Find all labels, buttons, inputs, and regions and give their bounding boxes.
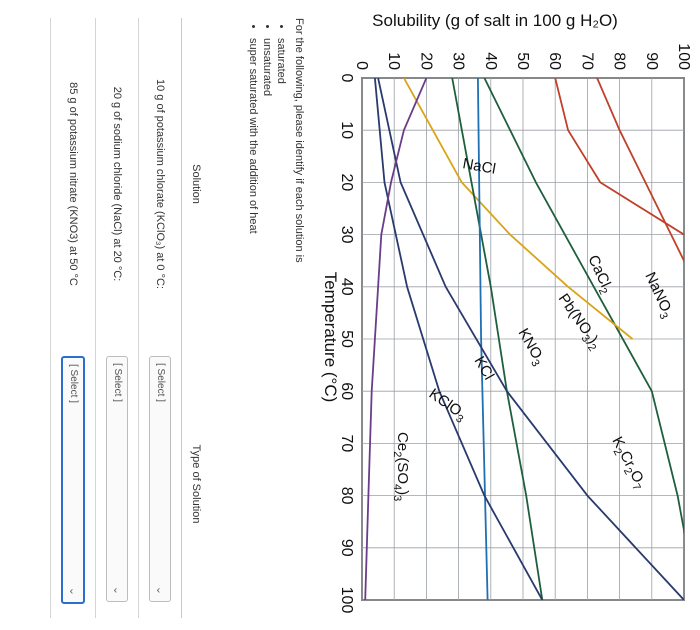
- chart-grid: [361, 77, 685, 601]
- curve-group: [364, 78, 684, 600]
- curve-nacl: [477, 78, 489, 600]
- x-tick-label: 70: [338, 435, 355, 453]
- curve-label-ce2so43: Ce2(SO4)3: [391, 432, 411, 501]
- question-options: saturated unsaturated super saturated wi…: [247, 18, 287, 618]
- x-axis-title: Temperature (°C): [321, 272, 340, 403]
- type-cell: [ Select ] ⌄: [138, 350, 182, 618]
- curve-nano: [596, 78, 684, 288]
- curve-pbno: [483, 78, 684, 600]
- curve-cacl: [554, 78, 684, 236]
- header-solution: Solution: [181, 18, 210, 350]
- curve-kcro: [377, 78, 684, 600]
- curve-kcl: [451, 78, 544, 600]
- type-select-3[interactable]: [ Select ] ⌄: [61, 356, 85, 604]
- solution-cell: 85 g of potassium nitrate (KNO3) at 50 °…: [50, 18, 96, 350]
- option-unsaturated: unsaturated: [261, 38, 273, 618]
- curve-kno: [403, 78, 634, 340]
- solution-cell: 20 g of sodium chloride (NaCl) at 20 °C:: [95, 18, 139, 350]
- y-tick-label: 20: [417, 52, 434, 70]
- x-tick-label: 60: [338, 382, 355, 400]
- x-tick-label: 40: [338, 278, 355, 296]
- y-tick-label: 100: [675, 43, 692, 70]
- table-row: 10 g of potassium chlorate (KClO₃) at 0 …: [138, 18, 182, 618]
- chart-curves: [364, 78, 684, 600]
- x-tick-label: 0: [338, 74, 355, 83]
- x-tick-label: 20: [338, 174, 355, 192]
- header-type-of-solution: Type of Solution: [181, 350, 210, 618]
- select-value: [ Select ]: [68, 364, 79, 403]
- y-tick-label: 10: [385, 52, 402, 70]
- y-tick-label: 90: [643, 52, 660, 70]
- solution-cell: 10 g of potassium chlorate (KClO₃) at 0 …: [138, 18, 182, 350]
- table-header-row: Solution Type of Solution: [181, 18, 210, 618]
- type-cell: [ Select ] ⌄: [50, 350, 96, 618]
- question-block: For the following, please identify if ea…: [245, 18, 305, 618]
- question-intro: For the following, please identify if ea…: [293, 18, 305, 263]
- y-tick-label: 30: [450, 52, 467, 70]
- table-row: 20 g of sodium chloride (NaCl) at 20 °C:…: [95, 18, 139, 618]
- chart-ticks: 0 10 20 30 40 50 60 70 80 90 100 0 10 20 30 40 50 60 70 80 9…: [338, 43, 692, 613]
- select-value: [ Select ]: [112, 363, 123, 402]
- answer-table: Solution Type of Solution 10 g of potass…: [50, 18, 210, 618]
- y-tick-label: 60: [546, 52, 563, 70]
- type-select-2[interactable]: [ Select ] ⌄: [106, 356, 128, 602]
- chevron-down-icon: ⌄: [111, 585, 123, 595]
- option-saturated: saturated: [275, 38, 287, 618]
- y-tick-label: 50: [514, 52, 531, 70]
- option-super-saturated: super saturated with the addition of hea…: [247, 38, 259, 618]
- x-tick-label: 30: [338, 226, 355, 244]
- curve-label-nacl: NaCl: [461, 155, 497, 178]
- x-tick-label: 50: [338, 330, 355, 348]
- chevron-down-icon: ⌄: [67, 586, 79, 596]
- x-tick-label: 90: [338, 539, 355, 557]
- y-axis-title: Solubility (g of salt in 100 g H₂O): [372, 11, 618, 30]
- y-tick-label: 70: [578, 52, 595, 70]
- table-row: 85 g of potassium nitrate (KNO3) at 50 °…: [50, 18, 96, 618]
- y-tick-label: 0: [353, 61, 370, 70]
- curve-ceso: [364, 78, 428, 600]
- x-tick-label: 100: [338, 587, 355, 614]
- y-tick-label: 80: [611, 52, 628, 70]
- solubility-chart: 0 10 20 30 40 50 60 70 80 90 100 0 10 20 30 40 50 60 70 80 9…: [321, 11, 692, 613]
- type-cell: [ Select ] ⌄: [95, 350, 139, 618]
- y-tick-label: 40: [482, 52, 499, 70]
- curve-kclo: [374, 78, 544, 600]
- type-select-1[interactable]: [ Select ] ⌄: [149, 356, 171, 602]
- select-value: [ Select ]: [155, 363, 166, 402]
- chevron-down-icon: ⌄: [154, 585, 166, 595]
- x-tick-label: 10: [338, 121, 355, 139]
- x-tick-label: 80: [338, 487, 355, 505]
